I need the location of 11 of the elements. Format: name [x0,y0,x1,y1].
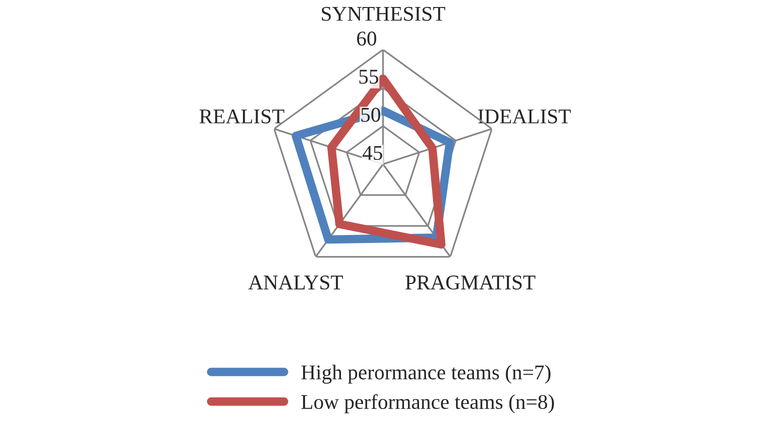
spoke-label: ANALYST [248,276,343,290]
legend-label: High perormance teams (n=7) [301,364,550,384]
y-tick-label: 60 [357,32,376,46]
legend-label: Low performance teams (n=8) [301,394,554,414]
spoke-label: PRAGMATIST [405,276,536,290]
y-tick-label: 50 [361,108,380,122]
y-tick-label: 55 [359,70,378,84]
y-tick-label: 45 [362,146,382,160]
spoke-label: REALIST [200,109,284,124]
spoke-label: SYNTHESIST [322,6,446,21]
spoke-label: IDEALIST [478,109,571,124]
